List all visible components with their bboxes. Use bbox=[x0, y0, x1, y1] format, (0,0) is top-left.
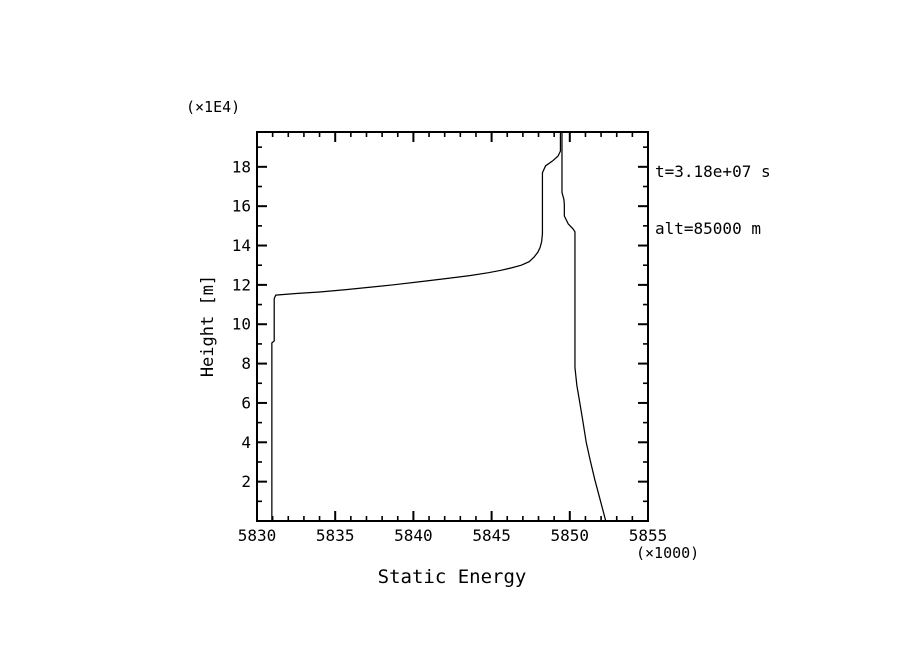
annotation-block: t=3.18e+07 s alt=85000 m bbox=[655, 124, 771, 276]
plot-border bbox=[256, 131, 649, 522]
data-curve bbox=[271, 132, 607, 521]
y-axis-multiplier: (×1E4) bbox=[186, 98, 241, 116]
annotation-time: t=3.18e+07 s bbox=[655, 162, 771, 181]
y-tick-label: 16 bbox=[232, 197, 251, 216]
y-tick-label: 12 bbox=[232, 275, 251, 294]
y-tick-label: 6 bbox=[241, 393, 251, 412]
x-tick-label: 5855 bbox=[629, 526, 668, 545]
y-axis-title: Height [m] bbox=[198, 274, 218, 378]
y-tick-label: 4 bbox=[241, 433, 251, 452]
x-tick-label: 5850 bbox=[551, 526, 590, 545]
y-tick-label: 18 bbox=[232, 157, 251, 176]
y-tick-label: 2 bbox=[241, 472, 251, 491]
x-axis-title: Static Energy bbox=[377, 566, 527, 588]
x-tick-label: 5845 bbox=[472, 526, 511, 545]
x-axis-multiplier: (×1000) bbox=[636, 544, 700, 562]
y-tick-label: 14 bbox=[232, 236, 251, 255]
x-tick-label: 5840 bbox=[394, 526, 433, 545]
x-tick-label: 5830 bbox=[238, 526, 277, 545]
x-tick-label: 5835 bbox=[316, 526, 355, 545]
y-tick-label: 8 bbox=[241, 354, 251, 373]
y-tick-label: 10 bbox=[232, 315, 251, 334]
annotation-altitude: alt=85000 m bbox=[655, 219, 761, 238]
